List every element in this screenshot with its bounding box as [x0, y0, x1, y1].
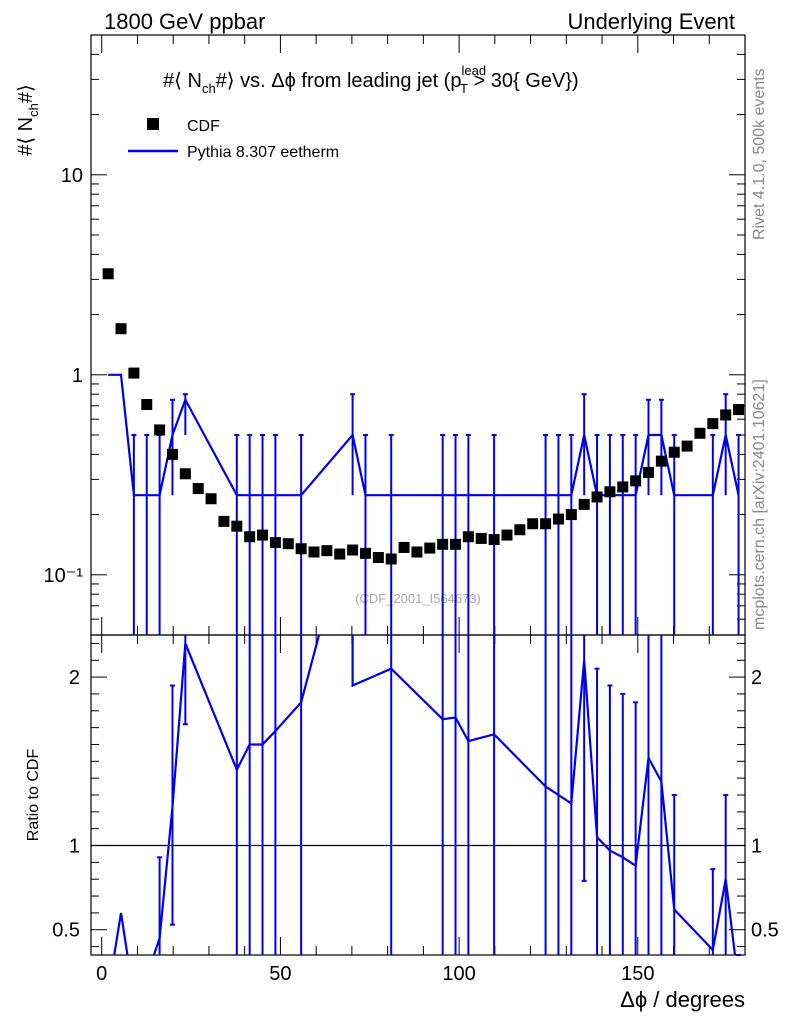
cdf-data-point: [128, 367, 140, 379]
cdf-data-point: [424, 542, 436, 554]
cdf-data-point: [192, 483, 204, 495]
ratio-ytick-label-right: 0.5: [751, 920, 779, 942]
cdf-data-point: [359, 547, 371, 559]
main-ytick-label: 1: [72, 365, 83, 387]
cdf-data-point: [218, 515, 230, 527]
main-data-series: [102, 268, 745, 565]
ratio-axis-ticks: 0.5 0.5 1 1 2 2: [52, 642, 779, 948]
cdf-data-point: [630, 475, 642, 487]
cdf-data-point: [269, 537, 281, 549]
cdf-data-point: [462, 531, 474, 543]
cdf-data-point: [244, 531, 256, 543]
cdf-data-point: [565, 509, 577, 521]
ratio-ytick-label: 0.5: [52, 920, 80, 942]
cdf-data-point: [552, 513, 564, 525]
cdf-data-point: [591, 491, 603, 503]
cdf-data-point: [733, 404, 745, 416]
xtick-label: 50: [269, 963, 291, 985]
cdf-data-point: [578, 498, 590, 510]
cdf-data-point: [295, 543, 307, 555]
ratio-ytick-label: 2: [69, 667, 80, 689]
cdf-data-point: [385, 553, 397, 565]
cdf-data-point: [681, 440, 693, 452]
cdf-data-point: [334, 548, 346, 560]
cdf-data-point: [720, 409, 732, 421]
cdf-data-point: [540, 518, 552, 530]
header-right: Underlying Event: [567, 9, 735, 34]
ratio-ytick-label: 1: [69, 836, 80, 858]
cdf-data-point: [617, 481, 629, 493]
side-text-rivet: Rivet 4.1.0, 500k events: [751, 68, 768, 240]
legend-pythia-label: Pythia 8.307 eetherm: [187, 144, 339, 161]
cdf-data-point: [205, 493, 217, 505]
cdf-data-point: [437, 538, 449, 550]
xtick-label: 100: [442, 963, 475, 985]
cdf-data-point: [257, 529, 269, 541]
cdf-data-point: [166, 448, 178, 460]
cdf-data-point: [308, 546, 320, 558]
cdf-data-point: [488, 534, 500, 546]
ratio-line: [152, 634, 321, 956]
chart-title: #⟨ Nch#⟩ vs. Δϕ from leading jet (plead T…: [163, 63, 579, 96]
cdf-data-point: [514, 524, 526, 536]
cdf-data-point: [411, 546, 423, 558]
cdf-data-point: [372, 552, 384, 564]
cdf-data-point: [231, 520, 243, 532]
legend-cdf-label: CDF: [187, 118, 220, 135]
cdf-data-point: [655, 455, 667, 467]
x-axis-label: Δϕ / degrees: [620, 987, 745, 1012]
cdf-data-point: [398, 541, 410, 553]
cdf-data-point: [643, 466, 655, 478]
main-ytick-label: 10: [61, 165, 83, 187]
cdf-data-point: [668, 446, 680, 458]
xtick-label: 0: [96, 963, 107, 985]
analysis-watermark: (CDF_2001_I564673): [355, 591, 481, 606]
cdf-data-point: [141, 399, 153, 411]
legend: CDF Pythia 8.307 eetherm: [128, 118, 339, 161]
ratio-line: [113, 912, 129, 956]
xtick-label: 150: [621, 963, 654, 985]
cdf-data-point: [707, 418, 719, 430]
cdf-data-point: [694, 427, 706, 439]
cdf-data-point: [321, 545, 333, 557]
cdf-data-point: [604, 486, 616, 498]
cdf-data-point: [450, 538, 462, 550]
cdf-data-point: [501, 529, 513, 541]
cdf-data-point: [115, 323, 127, 335]
side-text-mcplots: mcplots.cern.ch [arXiv:2401.10621]: [751, 379, 768, 630]
cdf-data-point: [475, 532, 487, 544]
cdf-data-point: [102, 268, 114, 280]
ratio-line: [351, 635, 737, 956]
legend-cdf-marker: [147, 118, 159, 130]
cdf-data-point: [282, 538, 294, 550]
ratio-ylabel: Ratio to CDF: [25, 749, 42, 842]
main-ylabel: #⟨ Nch#⟩: [15, 84, 41, 156]
cdf-data-point: [179, 468, 191, 480]
header-left: 1800 GeV ppbar: [104, 9, 265, 34]
ratio-ytick-label-right: 1: [751, 836, 762, 858]
cdf-data-point: [154, 424, 166, 436]
main-ytick-label: 10⁻¹: [44, 565, 84, 587]
ratio-series: [113, 634, 742, 956]
ratio-plot-frame: [90, 634, 746, 956]
ratio-ytick-label-right: 2: [751, 667, 762, 689]
cdf-data-point: [347, 544, 359, 556]
cdf-data-point: [527, 518, 539, 530]
